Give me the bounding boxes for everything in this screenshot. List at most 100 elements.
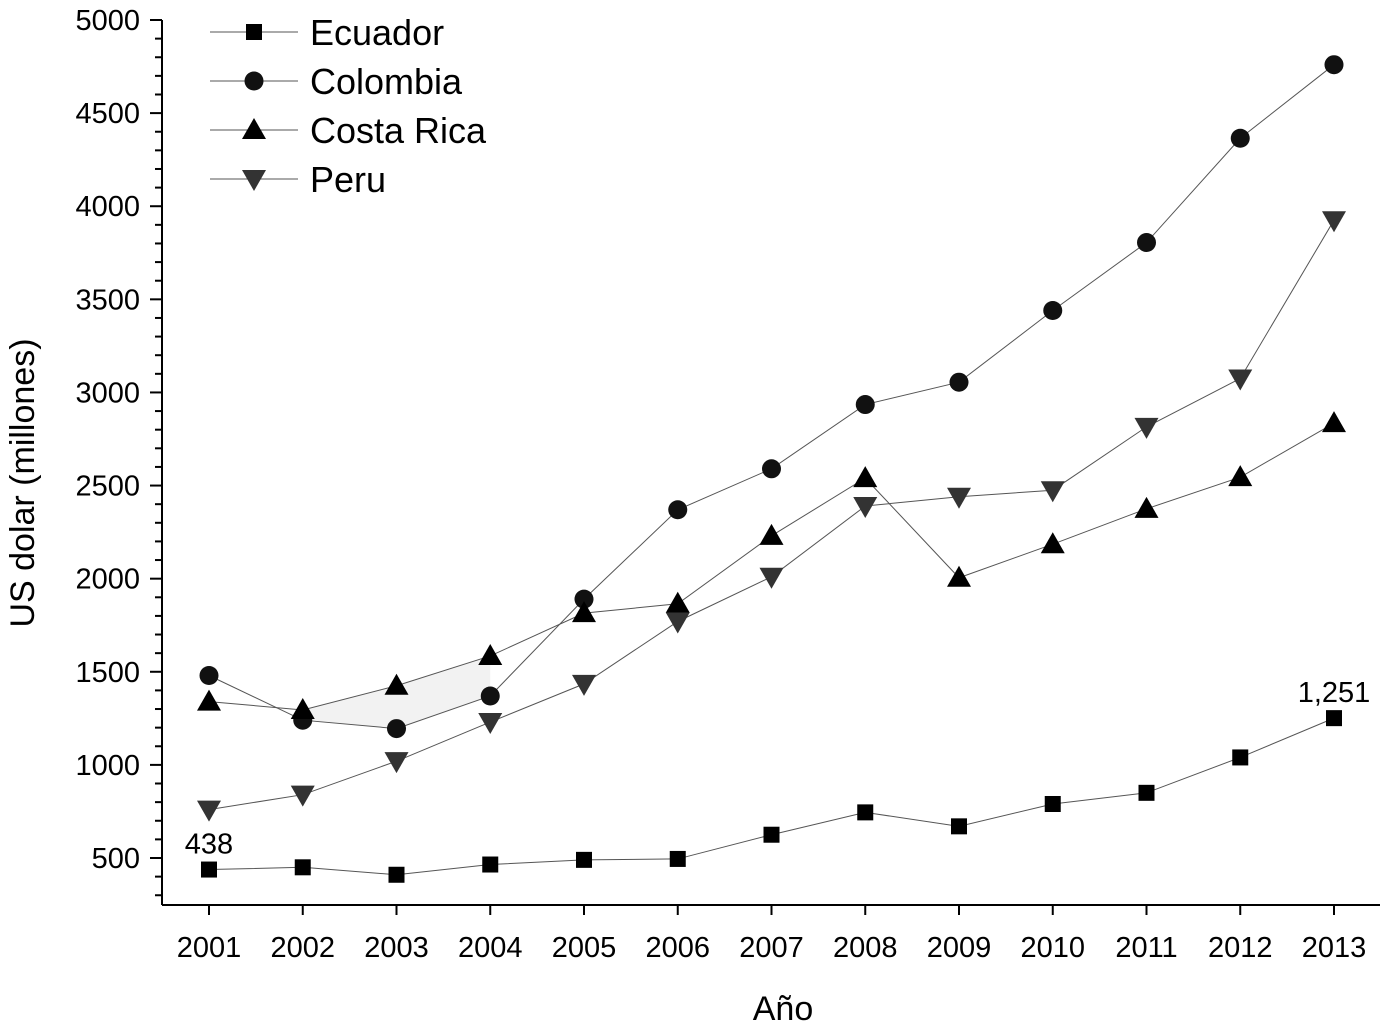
data-point-costa-rica bbox=[1040, 532, 1065, 554]
data-point-ecuador bbox=[388, 866, 405, 883]
y-tick-label: 3000 bbox=[75, 377, 140, 409]
data-point-peru bbox=[1322, 211, 1346, 233]
data-point-ecuador bbox=[482, 856, 499, 873]
data-point-costa-rica bbox=[1228, 465, 1253, 487]
data-point-ecuador bbox=[201, 861, 217, 878]
data-label: 438 bbox=[185, 829, 233, 861]
data-point-colombia bbox=[199, 666, 219, 686]
data-point-costa-rica bbox=[1134, 496, 1159, 518]
data-point-costa-rica bbox=[853, 466, 878, 488]
data-point-colombia bbox=[574, 589, 594, 609]
data-point-colombia bbox=[949, 372, 969, 392]
data-label: 1,251 bbox=[1298, 677, 1371, 709]
data-point-colombia bbox=[1043, 301, 1063, 321]
data-point-costa-rica bbox=[197, 689, 221, 711]
y-ticks: 500 1000 1500 2000 2500 3000 3500 4000 4500 5000 bbox=[75, 5, 162, 897]
data-point-ecuador bbox=[857, 804, 874, 821]
x-tick-label: 2011 bbox=[1115, 932, 1177, 964]
data-point-costa-rica bbox=[572, 601, 596, 623]
data-point-costa-rica bbox=[665, 591, 690, 613]
x-tick-label: 2008 bbox=[833, 932, 898, 964]
x-tick-label: 2002 bbox=[270, 932, 335, 964]
series-ecuador bbox=[201, 710, 1342, 883]
x-tick-label: 2003 bbox=[364, 932, 429, 964]
data-point-colombia bbox=[855, 395, 875, 415]
data-point-costa-rica bbox=[290, 697, 315, 719]
legend: Ecuador Colombia Costa Rica Peru bbox=[210, 12, 487, 200]
data-point-peru bbox=[947, 487, 971, 509]
legend-marker-costa-rica bbox=[242, 118, 266, 139]
data-point-colombia bbox=[1230, 128, 1250, 148]
data-point-peru bbox=[572, 674, 596, 696]
legend-item-colombia: Colombia bbox=[210, 61, 463, 102]
x-tick-label: 2013 bbox=[1302, 932, 1367, 964]
data-point-costa-rica bbox=[759, 523, 784, 545]
data-point-peru bbox=[1040, 481, 1065, 503]
data-point-ecuador bbox=[1138, 784, 1155, 801]
x-tick-label: 2006 bbox=[645, 932, 710, 964]
data-point-peru bbox=[1228, 369, 1253, 391]
y-tick-label: 2000 bbox=[75, 564, 140, 596]
data-point-colombia bbox=[1137, 233, 1156, 253]
series-costa-rica bbox=[197, 411, 1346, 719]
x-tick-label: 2009 bbox=[927, 932, 992, 964]
y-tick-label: 2500 bbox=[75, 471, 140, 503]
data-point-ecuador bbox=[763, 826, 780, 843]
series-peru bbox=[197, 211, 1346, 822]
x-axis-label: Año bbox=[753, 990, 814, 1024]
legend-label: Ecuador bbox=[310, 12, 444, 53]
legend-label: Costa Rica bbox=[310, 110, 487, 151]
x-ticks: 2001 2002 2003 2004 2005 2006 2007 2008 2009 2010… bbox=[177, 905, 1367, 964]
data-point-peru bbox=[478, 713, 503, 735]
data-point-peru bbox=[853, 497, 878, 519]
x-tick-label: 2007 bbox=[739, 932, 804, 964]
data-point-colombia bbox=[668, 500, 688, 520]
data-point-ecuador bbox=[1044, 795, 1061, 812]
x-tick-label: 2004 bbox=[458, 932, 523, 964]
y-tick-label: 4000 bbox=[75, 191, 140, 223]
data-point-peru bbox=[197, 800, 221, 822]
legend-marker-colombia bbox=[244, 71, 264, 91]
y-tick-label: 3500 bbox=[75, 284, 140, 316]
x-tick-label: 2005 bbox=[552, 932, 617, 964]
x-tick-label: 2012 bbox=[1208, 932, 1273, 964]
data-point-peru bbox=[1134, 417, 1159, 439]
data-point-ecuador bbox=[576, 851, 592, 868]
y-tick-label: 4500 bbox=[75, 98, 140, 130]
legend-item-peru: Peru bbox=[210, 159, 386, 200]
data-point-costa-rica bbox=[947, 565, 971, 587]
legend-item-costa-rica: Costa Rica bbox=[210, 110, 487, 151]
legend-marker-peru bbox=[242, 170, 266, 191]
data-point-ecuador bbox=[294, 859, 311, 876]
x-tick-label: 2001 bbox=[177, 932, 242, 964]
data-point-colombia bbox=[480, 686, 500, 706]
data-point-colombia bbox=[762, 459, 781, 479]
y-tick-label: 1000 bbox=[75, 750, 140, 782]
data-point-peru bbox=[665, 612, 690, 634]
series-colombia bbox=[199, 55, 1344, 739]
data-point-ecuador bbox=[1232, 749, 1249, 766]
y-tick-label: 500 bbox=[92, 843, 140, 875]
data-point-colombia bbox=[1324, 55, 1344, 75]
y-tick-label: 1500 bbox=[75, 657, 140, 689]
data-point-peru bbox=[384, 752, 409, 774]
data-point-ecuador bbox=[669, 850, 686, 867]
x-tick-label: 2010 bbox=[1020, 932, 1085, 964]
series-layer bbox=[197, 55, 1346, 883]
legend-marker-ecuador bbox=[246, 24, 262, 40]
data-point-ecuador bbox=[1326, 710, 1342, 727]
legend-label: Peru bbox=[310, 159, 386, 200]
y-axis-label: US dolar (millones) bbox=[4, 338, 42, 627]
data-point-costa-rica bbox=[1322, 411, 1346, 433]
data-point-costa-rica bbox=[384, 673, 409, 695]
legend-item-ecuador: Ecuador bbox=[210, 12, 444, 53]
annotation-layer: 438 1,251 bbox=[185, 677, 1370, 860]
data-point-costa-rica bbox=[478, 643, 503, 665]
data-point-ecuador bbox=[951, 818, 967, 835]
series-line-ecuador bbox=[208, 717, 1335, 876]
data-point-colombia bbox=[387, 719, 406, 739]
data-point-peru bbox=[759, 567, 784, 589]
y-tick-label: 5000 bbox=[75, 5, 140, 37]
legend-label: Colombia bbox=[310, 61, 463, 102]
